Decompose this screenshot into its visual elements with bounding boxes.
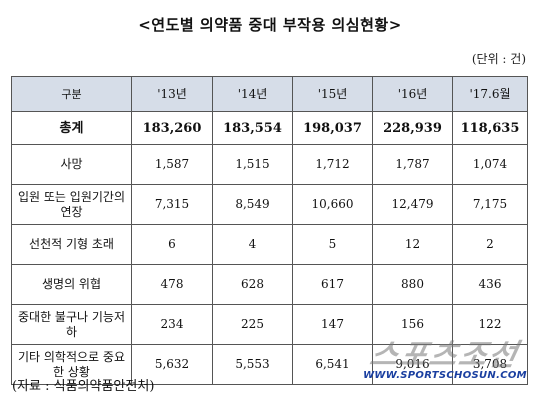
cell-value: 5,632 xyxy=(131,344,213,385)
header-2014: '14년 xyxy=(212,76,293,112)
cell-value: 1,587 xyxy=(131,144,213,185)
cell-value: 628 xyxy=(212,264,293,305)
unit-note: (단위 : 건) xyxy=(471,52,526,66)
table-row-other-important: 기타 의학적으로 중요한 상황 5,632 5,553 6,541 9,016 … xyxy=(11,344,528,385)
cell-value: 1,712 xyxy=(292,144,373,185)
cell-value: 225 xyxy=(212,304,293,345)
cell-value: 1,515 xyxy=(212,144,293,185)
cell-value: 2 xyxy=(452,224,528,265)
cell-value: 9,016 xyxy=(372,344,453,385)
table-row-life-threatening: 생명의 위협 478 628 617 880 436 xyxy=(11,264,528,305)
row-label: 사망 xyxy=(11,144,132,185)
table-row-congenital-anomaly: 선천적 기형 초래 6 4 5 12 2 xyxy=(11,224,528,265)
table-row-death: 사망 1,587 1,515 1,712 1,787 1,074 xyxy=(11,144,528,185)
header-category: 구분 xyxy=(11,76,132,112)
cell-value: 3,708 xyxy=(452,344,528,385)
cell-value: 880 xyxy=(372,264,453,305)
source-note: (자료 : 식품의약품안전처) xyxy=(12,379,155,394)
cell-value: 228,939 xyxy=(372,111,453,145)
row-label: 총계 xyxy=(11,111,132,145)
cell-value: 7,175 xyxy=(452,184,528,225)
cell-value: 6 xyxy=(131,224,213,265)
row-label: 선천적 기형 초래 xyxy=(11,224,132,265)
header-2013: '13년 xyxy=(131,76,213,112)
cell-value: 183,260 xyxy=(131,111,213,145)
cell-value: 147 xyxy=(292,304,373,345)
cell-value: 122 xyxy=(452,304,528,345)
cell-value: 436 xyxy=(452,264,528,305)
cell-value: 234 xyxy=(131,304,213,345)
header-2015: '15년 xyxy=(292,76,373,112)
table-title: <연도별 의약품 중대 부작용 의심현황> xyxy=(138,16,402,34)
header-2016: '16년 xyxy=(372,76,453,112)
cell-value: 1,074 xyxy=(452,144,528,185)
cell-value: 198,037 xyxy=(292,111,373,145)
table-row-total: 총계 183,260 183,554 198,037 228,939 118,6… xyxy=(11,111,528,145)
cell-value: 10,660 xyxy=(292,184,373,225)
cell-value: 6,541 xyxy=(292,344,373,385)
row-label: 중대한 불구나 기능저하 xyxy=(11,304,132,345)
cell-value: 156 xyxy=(372,304,453,345)
cell-value: 118,635 xyxy=(452,111,528,145)
cell-value: 7,315 xyxy=(131,184,213,225)
table-row-disability: 중대한 불구나 기능저하 234 225 147 156 122 xyxy=(11,304,528,345)
row-label: 기타 의학적으로 중요한 상황 xyxy=(11,344,132,385)
cell-value: 1,787 xyxy=(372,144,453,185)
adverse-event-table: 구분 '13년 '14년 '15년 '16년 '17.6월 총계 183,260… xyxy=(11,76,528,385)
cell-value: 5 xyxy=(292,224,373,265)
cell-value: 12 xyxy=(372,224,453,265)
cell-value: 8,549 xyxy=(212,184,293,225)
table-row-hospitalization: 입원 또는 입원기간의 연장 7,315 8,549 10,660 12,479… xyxy=(11,184,528,225)
cell-value: 4 xyxy=(212,224,293,265)
cell-value: 617 xyxy=(292,264,373,305)
cell-value: 183,554 xyxy=(212,111,293,145)
table-header-row: 구분 '13년 '14년 '15년 '16년 '17.6월 xyxy=(11,76,528,112)
header-2017-jun: '17.6월 xyxy=(452,76,528,112)
cell-value: 12,479 xyxy=(372,184,453,225)
cell-value: 478 xyxy=(131,264,213,305)
cell-value: 5,553 xyxy=(212,344,293,385)
row-label: 입원 또는 입원기간의 연장 xyxy=(11,184,132,225)
row-label: 생명의 위협 xyxy=(11,264,132,305)
